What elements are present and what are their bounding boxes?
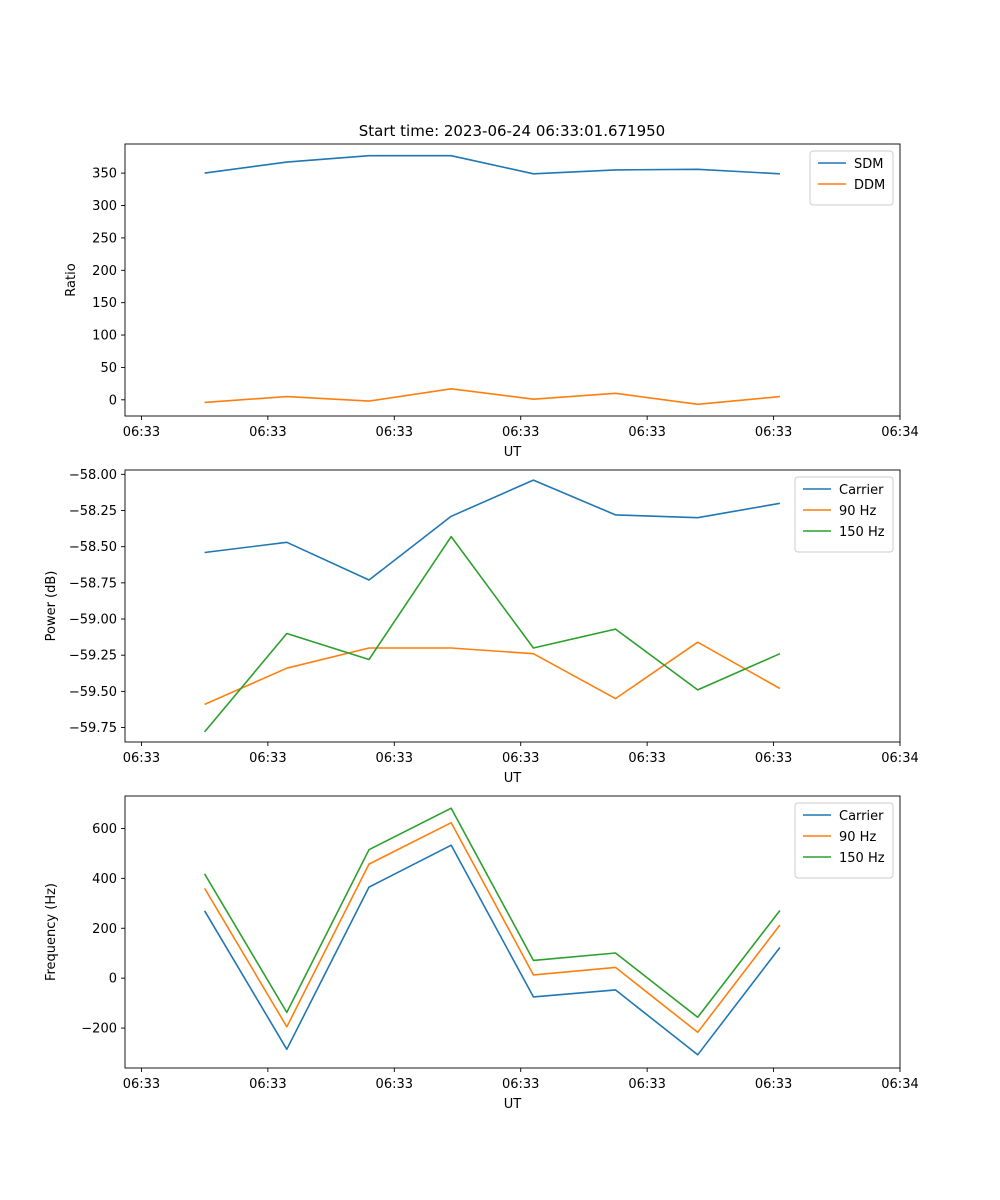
legend-label: 150 Hz xyxy=(839,851,885,866)
legend-label: 150 Hz xyxy=(839,525,885,540)
x-tick-label: 06:33 xyxy=(628,751,665,766)
y-tick-label: −58.75 xyxy=(69,576,117,591)
x-tick-label: 06:33 xyxy=(249,425,286,440)
y-axis-label: Ratio xyxy=(64,263,79,296)
x-tick-label: 06:33 xyxy=(123,425,160,440)
panel-3: 06:33 06:33 06:33 06:33 06:33 06:33 06:34 −200 0… xyxy=(44,795,919,1112)
x-tick-label: 06:33 xyxy=(502,1077,539,1092)
series-line-90-hz xyxy=(203,821,781,1034)
x-tick-label: 06:33 xyxy=(755,425,792,440)
y-tick-label: −59.75 xyxy=(69,721,117,736)
x-tick-label: 06:33 xyxy=(755,751,792,766)
y-tick-label: 0 xyxy=(109,393,117,408)
panel-1: 06:33 06:33 06:33 06:33 06:33 06:33 06:34 0 50 10… xyxy=(64,143,919,460)
panel-2: 06:33 06:33 06:33 06:33 06:33 06:33 06:34 −59.7… xyxy=(44,468,919,786)
series-line-sdm xyxy=(204,154,780,175)
x-axis-label: UT xyxy=(504,1097,522,1112)
figure-title: Start time: 2023-06-24 06:33:01.671950 xyxy=(359,122,665,140)
series-line-ddm xyxy=(204,387,780,406)
series-line-150-hz xyxy=(203,807,781,1019)
y-tick-label: 200 xyxy=(92,264,117,279)
x-tick-label: 06:33 xyxy=(628,1077,665,1092)
axes-frame xyxy=(124,143,901,417)
legend xyxy=(809,150,894,206)
x-tick-label: 06:34 xyxy=(881,425,918,440)
x-axis-label: UT xyxy=(504,445,522,460)
legend-label: 90 Hz xyxy=(839,504,876,519)
x-tick-label: 06:33 xyxy=(249,751,286,766)
y-tick-label: 250 xyxy=(92,231,117,246)
y-tick-label: 0 xyxy=(109,972,117,987)
x-tick-label: 06:33 xyxy=(502,751,539,766)
series-line-150-hz xyxy=(203,535,781,733)
legend-label: 90 Hz xyxy=(839,830,876,845)
x-tick-label: 06:33 xyxy=(628,425,665,440)
x-tick-label: 06:33 xyxy=(249,1077,286,1092)
y-axis-label: Frequency (Hz) xyxy=(44,883,59,981)
x-tick-label: 06:33 xyxy=(755,1077,792,1092)
y-tick-label: 150 xyxy=(92,296,117,311)
y-tick-label: −59.00 xyxy=(69,613,117,628)
x-tick-label: 06:33 xyxy=(376,425,413,440)
legend-label: Carrier xyxy=(839,809,884,824)
x-tick-label: 06:34 xyxy=(881,1077,918,1092)
x-tick-label: 06:33 xyxy=(502,425,539,440)
y-tick-label: −58.00 xyxy=(69,468,117,483)
legend xyxy=(794,476,894,553)
x-tick-label: 06:34 xyxy=(881,751,918,766)
legend-label: DDM xyxy=(854,178,885,193)
y-tick-label: 350 xyxy=(92,167,117,182)
axes-frame xyxy=(124,469,901,743)
y-axis-label: Power (dB) xyxy=(44,571,59,642)
chart-panels: 06:33 06:33 06:33 06:33 06:33 06:33 06:34 0 50 10… xyxy=(44,143,919,1112)
y-tick-label: 100 xyxy=(92,329,117,344)
y-tick-label: −200 xyxy=(81,1022,117,1037)
legend-label: SDM xyxy=(854,157,883,172)
y-tick-label: −59.25 xyxy=(69,649,117,664)
x-tick-label: 06:33 xyxy=(376,751,413,766)
y-tick-label: 200 xyxy=(92,922,117,937)
axes-frame xyxy=(124,795,901,1069)
y-tick-label: 300 xyxy=(92,199,117,214)
y-tick-label: −58.50 xyxy=(69,540,117,555)
x-tick-label: 06:33 xyxy=(123,751,160,766)
x-axis-label: UT xyxy=(504,771,522,786)
y-tick-label: −58.25 xyxy=(69,504,117,519)
y-tick-label: 400 xyxy=(92,872,117,887)
series-line-carrier xyxy=(203,844,781,1056)
legend-label: Carrier xyxy=(839,483,884,498)
series-line-90-hz xyxy=(204,641,781,706)
series-line-carrier xyxy=(204,479,781,581)
legend xyxy=(794,802,894,879)
x-tick-label: 06:33 xyxy=(376,1077,413,1092)
y-tick-label: 600 xyxy=(92,822,117,837)
y-tick-label: 50 xyxy=(100,361,117,376)
y-tick-label: −59.50 xyxy=(69,685,117,700)
x-tick-label: 06:33 xyxy=(123,1077,160,1092)
